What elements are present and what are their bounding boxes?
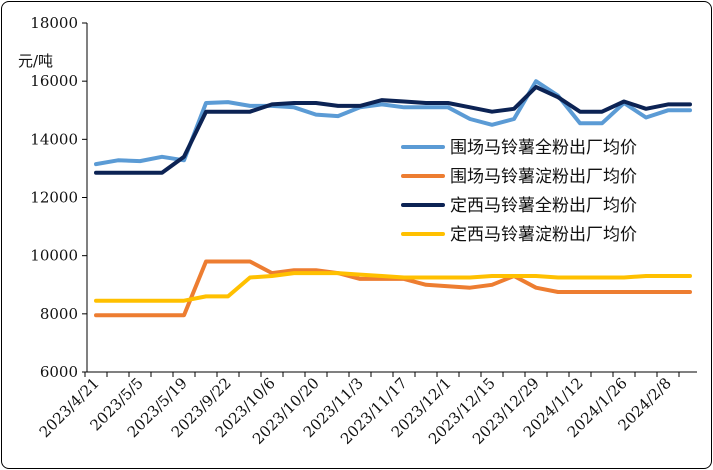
y-tick-label: 12000: [30, 189, 78, 207]
y-axis-unit-label: 元/吨: [18, 52, 53, 70]
legend-label-2: 围场马铃薯淀粉出厂均价: [450, 167, 637, 187]
y-tick-label: 16000: [30, 72, 78, 90]
series-line-2: [94, 259, 692, 318]
y-tick-label: 10000: [30, 247, 78, 265]
series-layer: [94, 79, 692, 318]
y-tick-label: 6000: [40, 363, 78, 381]
legend-label-3: 定西马铃薯全粉出厂均价: [450, 196, 637, 216]
y-tick-label: 14000: [30, 130, 78, 148]
x-tick-label: 2023/4/21: [36, 374, 103, 441]
legend-label-4: 定西马铃薯淀粉出厂均价: [450, 225, 637, 245]
y-tick-label: 8000: [40, 305, 78, 323]
series-line-4: [94, 271, 692, 303]
series-line-3: [94, 85, 692, 175]
legend: 围场马铃薯全粉出厂均价围场马铃薯淀粉出厂均价定西马铃薯全粉出厂均价定西马铃薯淀粉…: [401, 138, 637, 245]
legend-label-1: 围场马铃薯全粉出厂均价: [450, 138, 637, 158]
y-tick-label: 18000: [30, 14, 78, 32]
